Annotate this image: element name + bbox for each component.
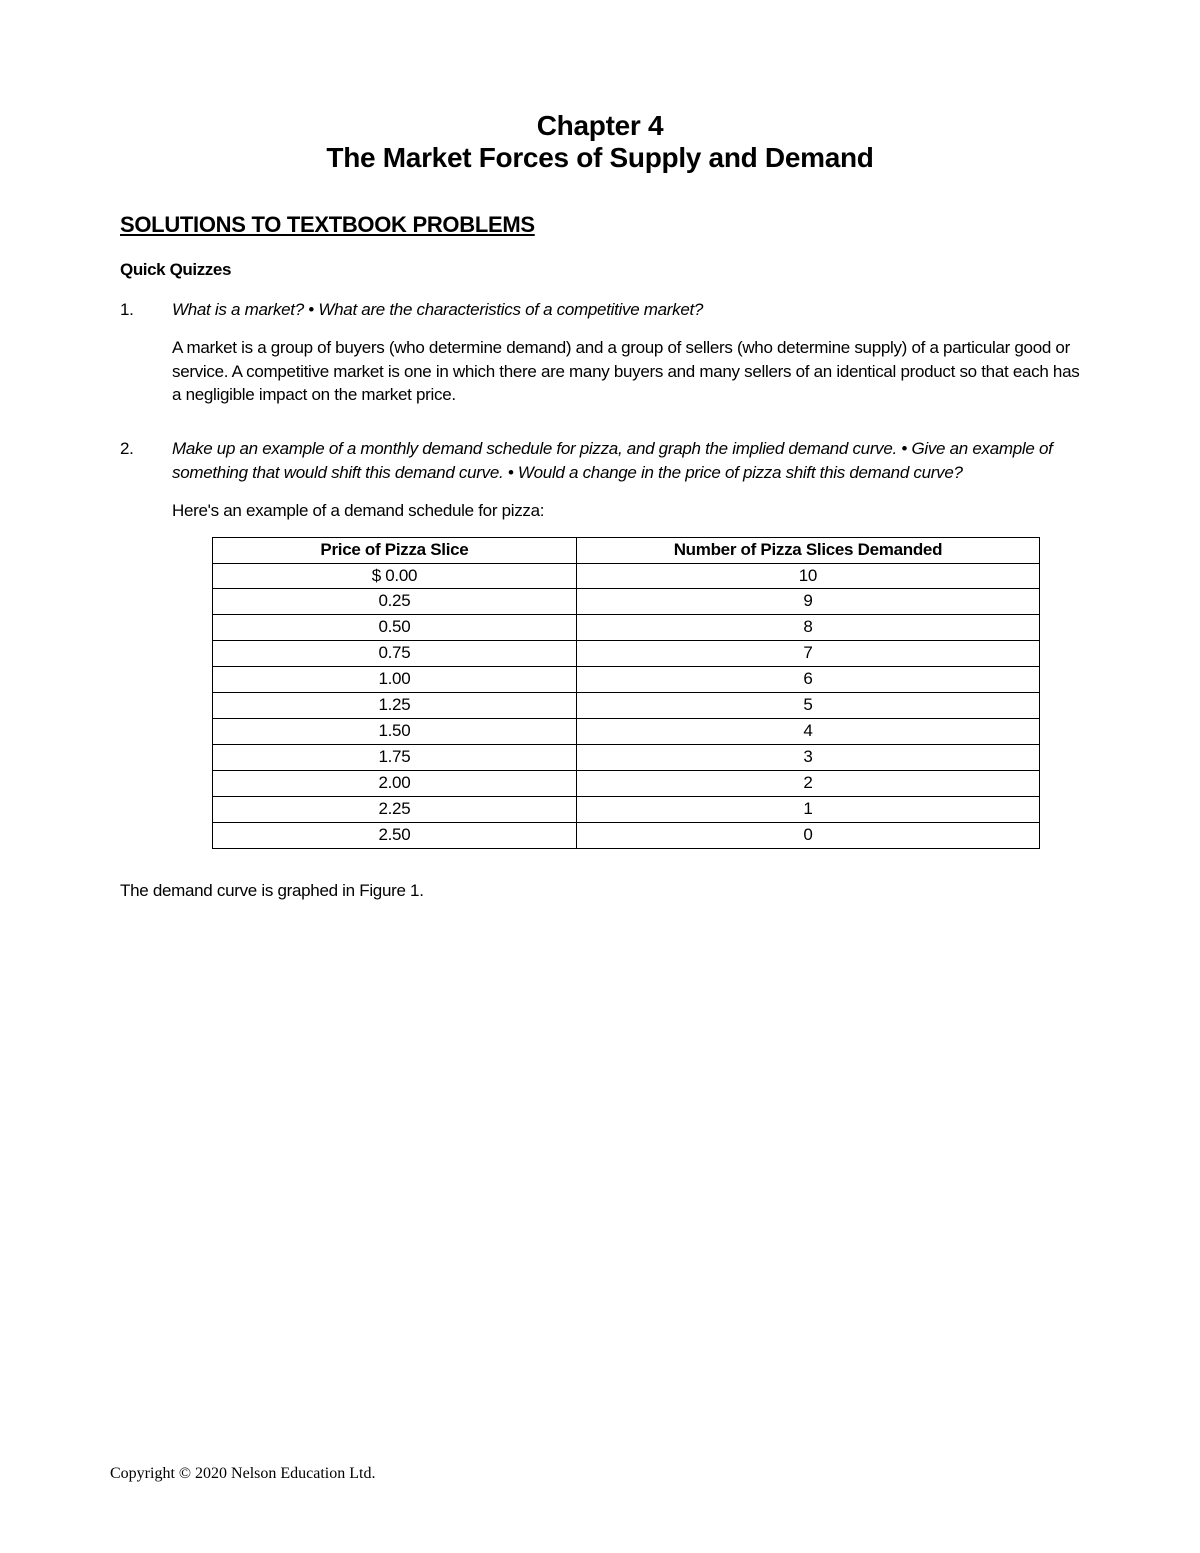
price-cell: $ 0.00 — [213, 563, 577, 589]
price-cell: 1.00 — [213, 667, 577, 693]
price-cell: 2.50 — [213, 822, 577, 848]
table-col1-header: Price of Pizza Slice — [213, 537, 577, 563]
price-cell: 0.75 — [213, 641, 577, 667]
price-cell: 2.00 — [213, 771, 577, 797]
quantity-cell: 1 — [576, 796, 1039, 822]
table-row: 0.757 — [213, 641, 1040, 667]
table-row: 2.002 — [213, 771, 1040, 797]
question-1-answer: A market is a group of buyers (who deter… — [172, 336, 1080, 407]
question-2-number: 2. — [120, 437, 172, 865]
quantity-cell: 3 — [576, 745, 1039, 771]
copyright-footer: Copyright © 2020 Nelson Education Ltd. — [110, 1465, 375, 1483]
demand-schedule-table-wrap: Price of Pizza Slice Number of Pizza Sli… — [212, 537, 1040, 849]
chapter-number: Chapter 4 — [120, 110, 1080, 142]
question-2-prompt: Make up an example of a monthly demand s… — [172, 437, 1080, 485]
question-2-intro: Here's an example of a demand schedule f… — [172, 499, 1080, 523]
chapter-title: The Market Forces of Supply and Demand — [120, 142, 1080, 174]
quantity-cell: 2 — [576, 771, 1039, 797]
quantity-cell: 0 — [576, 822, 1039, 848]
price-cell: 0.25 — [213, 589, 577, 615]
table-row: 2.500 — [213, 822, 1040, 848]
price-cell: 2.25 — [213, 796, 577, 822]
quantity-cell: 5 — [576, 693, 1039, 719]
quantity-cell: 10 — [576, 563, 1039, 589]
demand-schedule-table: Price of Pizza Slice Number of Pizza Sli… — [212, 537, 1040, 849]
table-row: 1.006 — [213, 667, 1040, 693]
price-cell: 1.75 — [213, 745, 577, 771]
quantity-cell: 4 — [576, 719, 1039, 745]
price-cell: 0.50 — [213, 615, 577, 641]
question-2: 2. Make up an example of a monthly deman… — [120, 437, 1080, 865]
table-header-row: Price of Pizza Slice Number of Pizza Sli… — [213, 537, 1040, 563]
table-row: 1.504 — [213, 719, 1040, 745]
table-row: 1.753 — [213, 745, 1040, 771]
page: Chapter 4 The Market Forces of Supply an… — [0, 0, 1200, 1553]
question-1-number: 1. — [120, 298, 172, 421]
price-cell: 1.50 — [213, 719, 577, 745]
price-cell: 1.25 — [213, 693, 577, 719]
quantity-cell: 9 — [576, 589, 1039, 615]
table-col2-header: Number of Pizza Slices Demanded — [576, 537, 1039, 563]
quantity-cell: 6 — [576, 667, 1039, 693]
quantity-cell: 8 — [576, 615, 1039, 641]
question-1: 1. What is a market? • What are the char… — [120, 298, 1080, 421]
table-row: 0.259 — [213, 589, 1040, 615]
table-row: $ 0.0010 — [213, 563, 1040, 589]
solutions-heading: SOLUTIONS TO TEXTBOOK PROBLEMS — [120, 212, 1080, 238]
quantity-cell: 7 — [576, 641, 1039, 667]
question-1-prompt: What is a market? • What are the charact… — [172, 298, 1080, 322]
table-row: 0.508 — [213, 615, 1040, 641]
table-row: 1.255 — [213, 693, 1040, 719]
table-row: 2.251 — [213, 796, 1040, 822]
closing-line: The demand curve is graphed in Figure 1. — [120, 881, 1080, 901]
subsection-quick-quizzes: Quick Quizzes — [120, 260, 1080, 280]
